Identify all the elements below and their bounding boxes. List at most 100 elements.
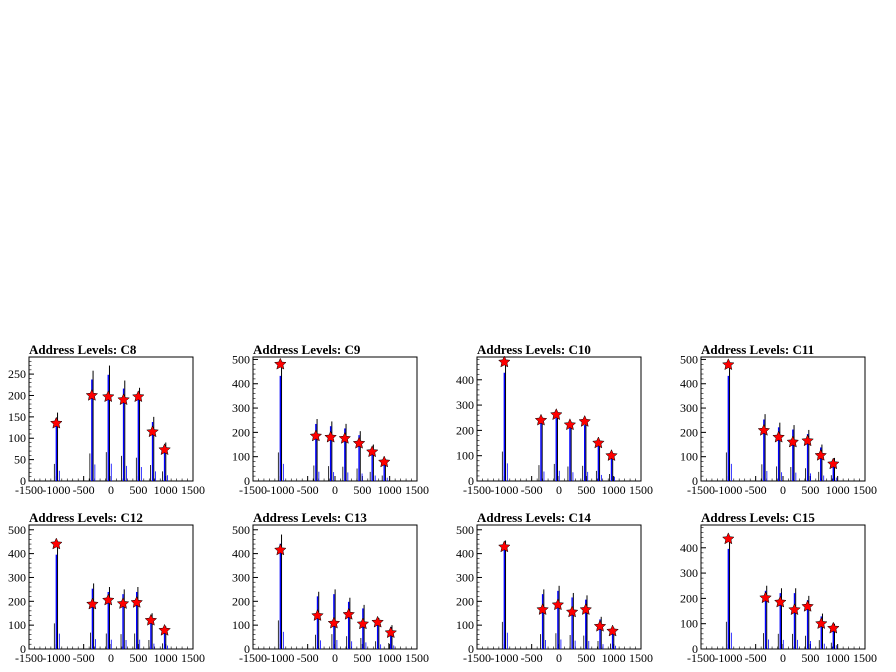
peak-marker xyxy=(757,423,771,436)
peak-marker xyxy=(788,603,801,616)
y-tick-label: 100 xyxy=(232,618,250,632)
y-tick-label: 400 xyxy=(232,377,250,391)
x-tick-label: -1500 xyxy=(15,483,43,497)
chart-panel-5: Address Levels: C12 0 100 200 300 400 500 -1500… xyxy=(8,510,205,665)
peak-marker xyxy=(356,617,370,630)
x-tick-label: 0 xyxy=(556,483,562,497)
y-tick-label: 200 xyxy=(232,425,250,439)
x-tick-label: 1500 xyxy=(181,483,205,497)
y-tick-label: 0 xyxy=(20,642,26,656)
plot-frame xyxy=(28,356,194,482)
peak-marker xyxy=(801,434,814,447)
y-tick-label: 200 xyxy=(456,423,474,437)
peak-marker xyxy=(827,621,840,634)
y-tick-label: 250 xyxy=(8,367,26,381)
x-tick-label: -1000 xyxy=(714,483,742,497)
y-tick-label: 50 xyxy=(14,453,26,467)
peak-marker xyxy=(565,605,579,618)
peak-marker xyxy=(327,616,341,629)
y-tick-label: 100 xyxy=(680,450,698,464)
x-tick-label: -1500 xyxy=(239,483,267,497)
peak-marker xyxy=(158,443,171,456)
peak-marker xyxy=(144,613,158,626)
x-tick-label: 1000 xyxy=(378,651,402,665)
chart-panel-8: Address Levels: C15 0 100 200 300 400 -1500 -10… xyxy=(680,510,877,665)
peak-marker xyxy=(311,608,324,622)
peak-marker xyxy=(606,624,619,637)
peak-marker xyxy=(85,388,99,401)
peak-marker xyxy=(497,540,511,553)
x-tick-label: 1000 xyxy=(602,651,626,665)
x-tick-label: -500 xyxy=(297,651,319,665)
x-tick-label: -1000 xyxy=(490,483,518,497)
x-tick-label: -500 xyxy=(297,483,319,497)
y-tick-label: 300 xyxy=(456,398,474,412)
y-tick-label: 100 xyxy=(456,618,474,632)
peak-marker xyxy=(786,435,800,448)
peak-marker xyxy=(352,436,366,449)
x-tick-label: 0 xyxy=(780,651,786,665)
x-tick-label: -1000 xyxy=(714,651,742,665)
x-tick-label: 500 xyxy=(577,651,595,665)
peak-marker xyxy=(49,537,63,550)
y-tick-label: 300 xyxy=(8,570,26,584)
peak-marker xyxy=(497,355,511,368)
x-tick-label: 500 xyxy=(353,483,371,497)
y-tick-label: 200 xyxy=(680,591,698,605)
y-tick-label: 400 xyxy=(456,547,474,561)
x-tick-label: -500 xyxy=(521,483,543,497)
x-tick-label: 1500 xyxy=(629,483,653,497)
y-tick-label: 0 xyxy=(20,474,26,488)
x-tick-label: 0 xyxy=(780,483,786,497)
y-tick-label: 500 xyxy=(232,352,250,366)
x-tick-label: 1500 xyxy=(405,651,429,665)
y-tick-label: 500 xyxy=(680,352,698,366)
peak-marker xyxy=(116,597,130,610)
y-tick-label: 400 xyxy=(232,547,250,561)
x-tick-label: -1000 xyxy=(266,651,294,665)
x-tick-label: 1500 xyxy=(629,651,653,665)
x-tick-label: 1000 xyxy=(602,483,626,497)
y-tick-label: 200 xyxy=(456,594,474,608)
y-tick-label: 300 xyxy=(232,401,250,415)
x-tick-label: 0 xyxy=(332,651,338,665)
x-tick-label: 500 xyxy=(577,483,595,497)
peak-marker xyxy=(721,532,735,545)
x-tick-label: 1500 xyxy=(853,651,877,665)
peak-marker xyxy=(592,436,605,449)
peak-marker xyxy=(563,418,577,431)
x-tick-label: -1000 xyxy=(42,651,70,665)
y-tick-label: 500 xyxy=(232,523,250,537)
y-tick-label: 100 xyxy=(8,431,26,445)
x-tick-label: 500 xyxy=(129,483,147,497)
x-tick-label: 0 xyxy=(556,651,562,665)
peak-marker xyxy=(774,595,787,608)
y-tick-label: 100 xyxy=(8,618,26,632)
y-tick-label: 400 xyxy=(8,547,26,561)
chart-panel-2: Address Levels: C90100200300400500-1500-… xyxy=(232,342,429,497)
x-tick-label: 500 xyxy=(801,651,819,665)
peak-marker xyxy=(827,457,840,470)
peak-marker xyxy=(759,591,772,604)
peak-marker xyxy=(273,543,287,556)
plot-frame xyxy=(252,356,418,482)
chart-panel-3: Address Levels: C10 0 100 200 300 400 -1500 -10… xyxy=(456,342,653,497)
y-tick-label: 0 xyxy=(692,474,698,488)
y-tick-label: 400 xyxy=(680,377,698,391)
x-tick-label: 500 xyxy=(801,483,819,497)
x-tick-label: -1500 xyxy=(15,651,43,665)
peak-marker xyxy=(579,603,593,615)
x-tick-label: 1000 xyxy=(826,483,850,497)
x-tick-label: 1000 xyxy=(154,651,178,665)
x-tick-label: -1500 xyxy=(239,651,267,665)
peak-marker xyxy=(309,429,323,442)
chart-title: Address Levels: C8 xyxy=(29,342,137,357)
peak-marker xyxy=(815,617,828,630)
x-tick-label: 500 xyxy=(353,651,371,665)
peak-marker xyxy=(338,431,352,444)
peak-marker xyxy=(158,623,171,636)
y-tick-label: 100 xyxy=(680,617,698,631)
chart-title: Address Levels: C14 xyxy=(477,510,591,525)
peak-marker xyxy=(365,445,379,458)
